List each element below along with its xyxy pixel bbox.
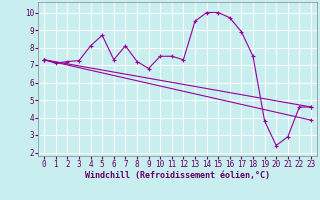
- X-axis label: Windchill (Refroidissement éolien,°C): Windchill (Refroidissement éolien,°C): [85, 171, 270, 180]
